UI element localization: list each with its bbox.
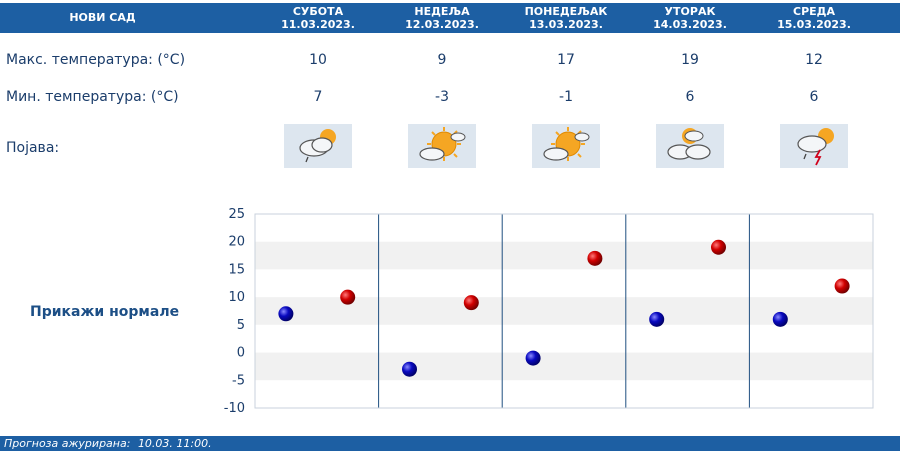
max-temp-point: [340, 289, 356, 305]
day-header-4: УТОРАК 14.03.2023.: [628, 5, 752, 31]
day-name: ПОНЕДЕЉАК: [524, 5, 608, 18]
chart-grid-band: [255, 269, 873, 298]
min-temp-point: [278, 306, 294, 322]
max-temp-point: [711, 239, 726, 255]
sun-cloud-icon: [532, 124, 600, 168]
max-temp-point: [587, 250, 603, 266]
min-temp-point: [525, 350, 541, 366]
y-tick-label: -5: [232, 373, 245, 388]
city-name: НОВИ САД: [69, 11, 136, 24]
temperature-chart: 25 20 15 10 5 0 -5 -10: [224, 207, 874, 416]
footer-bar: Прогноза ажурирана: 10.03. 11:00.: [0, 436, 900, 451]
chart-grid-band: [255, 297, 873, 325]
max-temp-value: 12: [805, 52, 823, 68]
day-header-5: СРЕДА 15.03.2023.: [752, 5, 876, 31]
chart-grid-band: [255, 324, 873, 353]
y-tick-label: -10: [224, 401, 245, 416]
min-temp-label: Мин. температура: (°C): [6, 89, 179, 105]
min-temp-point: [649, 311, 665, 327]
chart-grid-band: [255, 214, 873, 242]
day-date: 13.03.2023.: [529, 18, 603, 31]
min-temp-point: [402, 361, 417, 377]
max-temp-point: [463, 295, 479, 311]
day-header-2: НЕДЕЉА 12.03.2023.: [380, 5, 504, 31]
y-tick-label: 20: [228, 235, 245, 250]
day-date: 11.03.2023.: [281, 18, 355, 31]
chart-grid-band: [255, 380, 873, 408]
day-header-1: СУБОТА 11.03.2023.: [256, 5, 380, 31]
forecast-header: НОВИ САД СУБОТА 11.03.2023. НЕДЕЉА 12.03…: [0, 3, 900, 33]
max-temp-label: Макс. температура: (°C): [6, 52, 186, 68]
day-date: 15.03.2023.: [777, 18, 851, 31]
y-tick-label: 25: [228, 207, 245, 222]
sun-cloud-icon: [408, 124, 476, 168]
min-temp-value: 6: [809, 89, 819, 105]
day-name: НЕДЕЉА: [414, 5, 470, 18]
footer-label: Прогноза ажурирана:: [4, 437, 131, 450]
y-tick-label: 10: [228, 290, 245, 305]
day-date: 14.03.2023.: [653, 18, 727, 31]
max-temp-value: 17: [557, 52, 575, 68]
footer-time: 10.03. 11:00.: [137, 437, 212, 450]
cloud-sun-icon: [656, 124, 724, 168]
min-temp-point: [772, 311, 788, 327]
cloud-sun-rain-icon: [284, 124, 352, 168]
day-name: УТОРАК: [664, 5, 716, 18]
y-tick-label: 15: [228, 262, 245, 277]
chart-grid-band: [255, 241, 873, 270]
day-date: 12.03.2023.: [405, 18, 479, 31]
chart-frame: [254, 213, 874, 409]
y-tick-label: 5: [237, 318, 245, 333]
max-temp-point: [834, 278, 850, 294]
max-temp-value: 10: [309, 52, 327, 68]
min-temp-value: -3: [435, 89, 449, 105]
day-name: СУБОТА: [292, 5, 344, 18]
phenomenon-label: Појава:: [6, 140, 60, 156]
y-tick-label: 0: [237, 346, 245, 361]
chart-grid-band: [255, 352, 873, 381]
show-normals-link[interactable]: Прикажи нормале: [30, 304, 180, 320]
day-name: СРЕДА: [793, 5, 835, 18]
max-temp-value: 9: [437, 52, 447, 68]
min-temp-value: 6: [685, 89, 695, 105]
max-temp-value: 19: [681, 52, 699, 68]
day-header-3: ПОНЕДЕЉАК 13.03.2023.: [504, 5, 628, 31]
min-temp-value: 7: [313, 89, 323, 105]
cloud-storm-icon: [780, 124, 848, 168]
min-temp-value: -1: [559, 89, 573, 105]
